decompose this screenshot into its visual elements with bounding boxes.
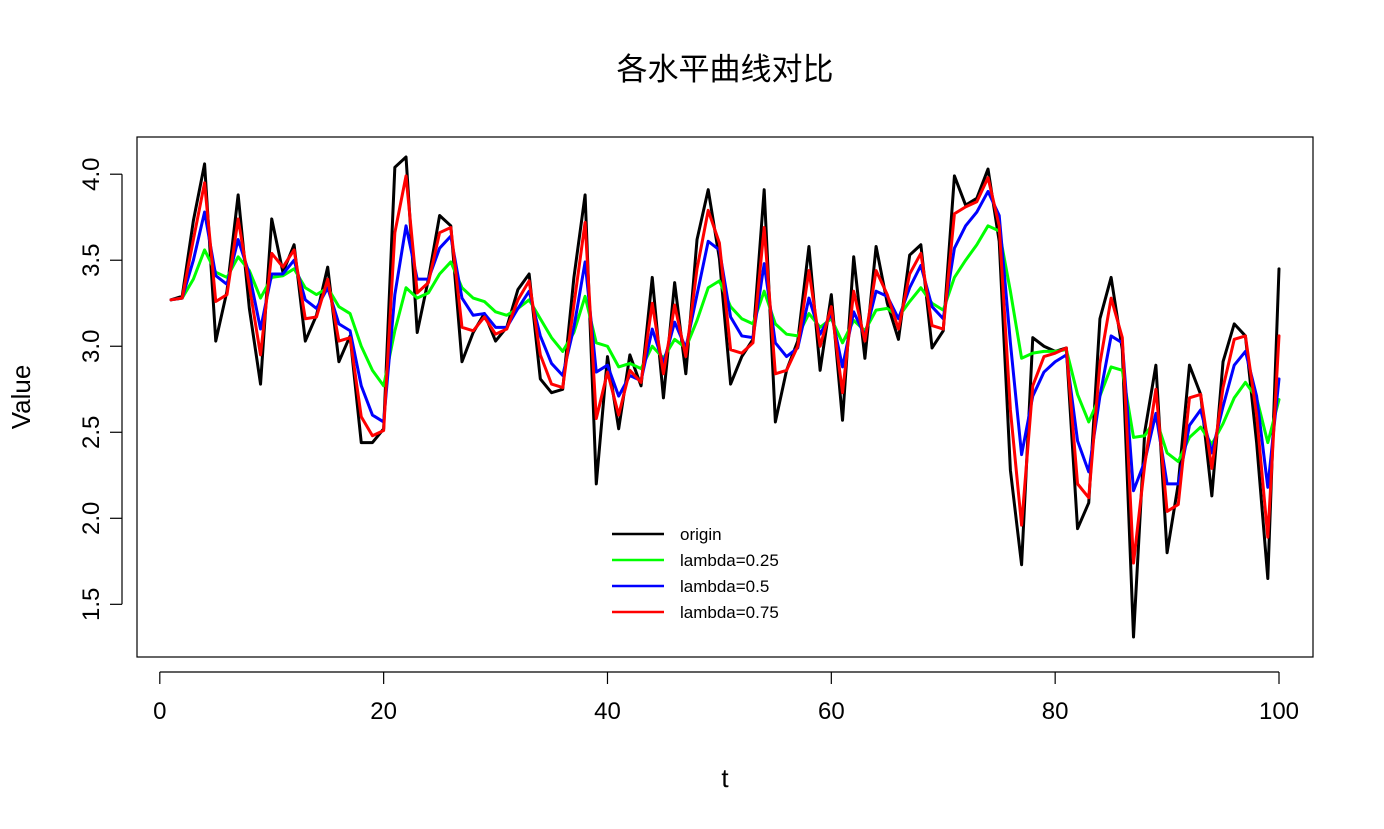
y-axis: 1.5 2.0 2.5 3.0 3.5 4.0 xyxy=(78,158,123,621)
x-tick-label: 60 xyxy=(818,698,845,725)
x-tick-label: 40 xyxy=(594,698,621,725)
series-line-lambda-0-75 xyxy=(169,174,1281,565)
series-layer xyxy=(169,155,1281,639)
y-axis-label: Value xyxy=(6,365,36,430)
y-tick-label: 1.5 xyxy=(78,588,105,621)
x-tick-label: 20 xyxy=(370,698,397,725)
legend-label: lambda=0.75 xyxy=(680,603,779,622)
y-tick-label: 4.0 xyxy=(78,158,105,191)
y-tick-label: 3.0 xyxy=(78,330,105,363)
x-tick-label: 0 xyxy=(153,698,166,725)
x-tick-label: 100 xyxy=(1259,698,1299,725)
x-axis: 0 20 40 60 80 100 xyxy=(153,671,1299,725)
y-tick-label: 2.5 xyxy=(78,416,105,449)
legend-label: lambda=0.25 xyxy=(680,551,779,570)
legend-label: origin xyxy=(680,525,722,544)
legend: origin lambda=0.25 lambda=0.5 lambda=0.75 xyxy=(612,525,779,622)
plot-frame xyxy=(136,136,1314,658)
chart-title: 各水平曲线对比 xyxy=(617,52,834,88)
legend-label: lambda=0.5 xyxy=(680,577,769,596)
y-tick-label: 2.0 xyxy=(78,502,105,535)
y-tick-label: 3.5 xyxy=(78,244,105,277)
x-axis-label: t xyxy=(721,763,729,793)
x-tick-label: 80 xyxy=(1042,698,1069,725)
